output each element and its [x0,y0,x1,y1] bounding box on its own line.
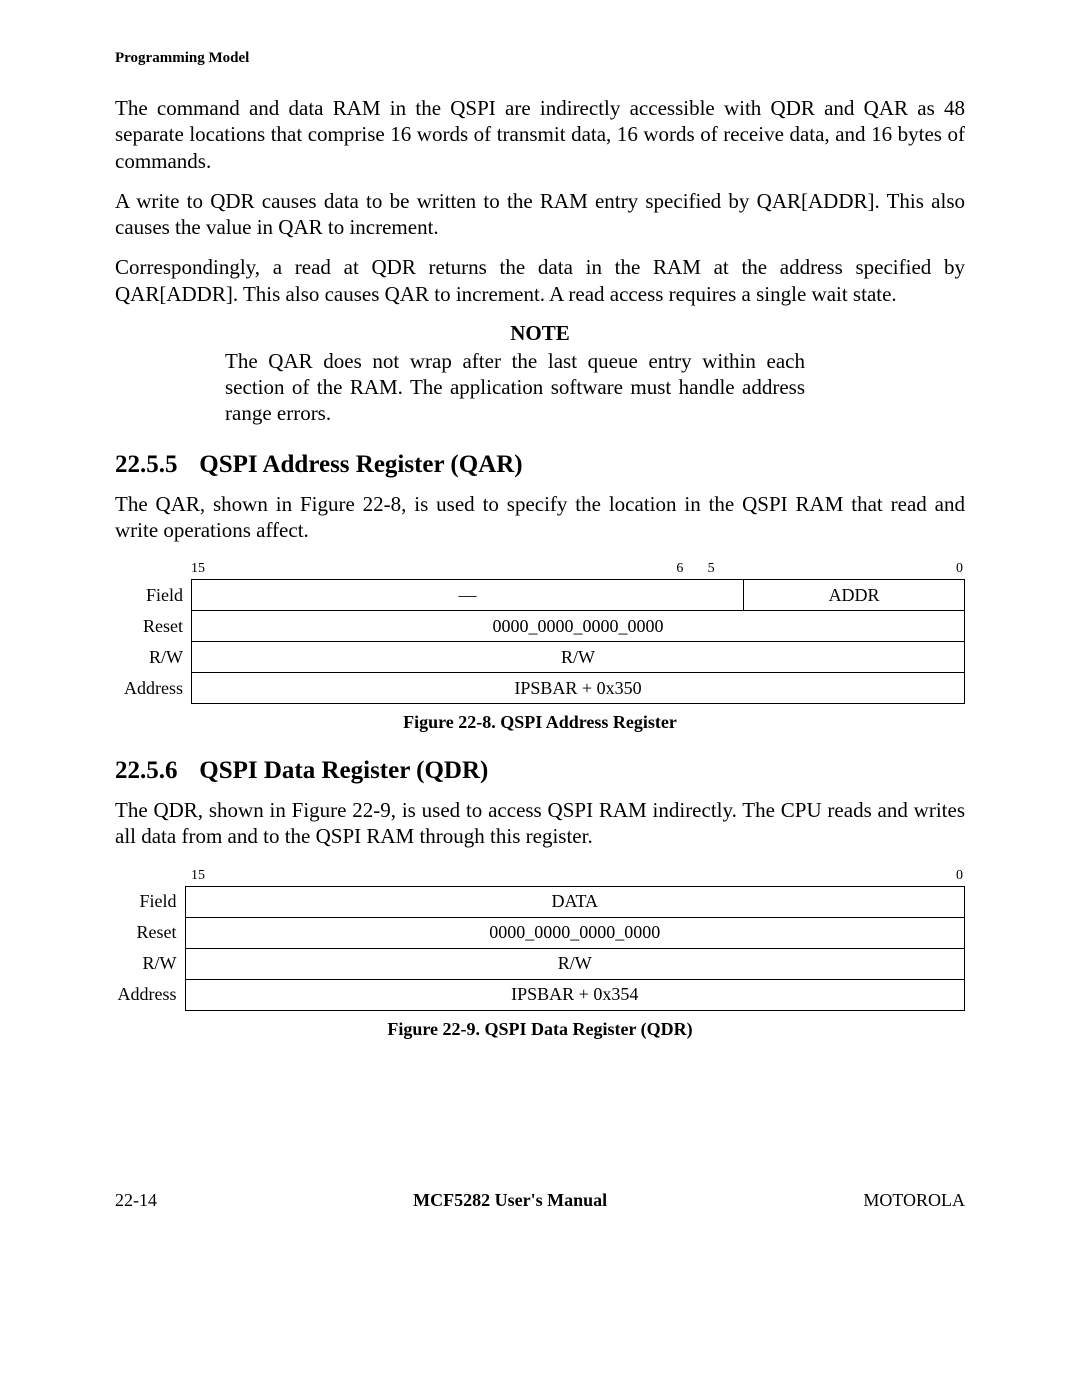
table-row: Address IPSBAR + 0x350 [115,673,965,704]
section-number: 22.5.6 [115,757,193,785]
register-table: Field DATA Reset 0000_0000_0000_0000 R/W… [115,886,965,1011]
page: Programming Model The command and data R… [0,0,1080,1251]
row-label: R/W [115,642,191,673]
address-cell: IPSBAR + 0x350 [191,673,964,704]
rw-cell: R/W [185,948,965,979]
figure-caption: Figure 22-8. QSPI Address Register [115,712,965,733]
bit-label: 5 [708,561,715,577]
register-table: Field — ADDR Reset 0000_0000_0000_0000 R… [115,579,965,704]
figure-caption: Figure 22-9. QSPI Data Register (QDR) [115,1019,965,1040]
row-label: Reset [115,917,185,948]
row-label: Field [115,580,191,611]
paragraph: The QDR, shown in Figure 22-9, is used t… [115,797,965,850]
table-row: Address IPSBAR + 0x354 [115,979,965,1010]
page-footer: 22-14 MCF5282 User's Manual MOTOROLA [115,1190,965,1211]
bit-label: 0 [956,561,963,577]
bit-label: 0 [956,868,963,884]
table-row: R/W R/W [115,948,965,979]
row-label: Reset [115,611,191,642]
bit-label: 6 [676,561,683,577]
bit-label: 15 [191,561,205,577]
bit-label: 15 [191,868,205,884]
note-title: NOTE [115,321,965,346]
section-title: QSPI Address Register (QAR) [199,451,522,478]
section-number: 22.5.5 [115,451,193,479]
row-label: Address [115,979,185,1010]
section-heading-qar: 22.5.5 QSPI Address Register (QAR) [115,451,965,479]
paragraph: The command and data RAM in the QSPI are… [115,95,965,174]
bit-index-row: 15 0 [115,868,965,884]
field-cell: DATA [185,886,965,917]
table-row: Field DATA [115,886,965,917]
paragraph: A write to QDR causes data to be written… [115,188,965,241]
table-row: Field — ADDR [115,580,965,611]
reset-cell: 0000_0000_0000_0000 [191,611,964,642]
table-row: Reset 0000_0000_0000_0000 [115,917,965,948]
footer-page-number: 22-14 [115,1190,157,1211]
section-heading-qdr: 22.5.6 QSPI Data Register (QDR) [115,757,965,785]
paragraph: Correspondingly, a read at QDR returns t… [115,254,965,307]
field-cell: — [191,580,743,611]
bit-index-row: 15 6 5 0 [115,561,965,577]
register-diagram-qdr: 15 0 Field DATA Reset 0000_0000_0000_000… [115,868,965,1040]
note-body: The QAR does not wrap after the last que… [115,348,965,427]
paragraph: The QAR, shown in Figure 22-8, is used t… [115,491,965,544]
table-row: Reset 0000_0000_0000_0000 [115,611,965,642]
field-cell: ADDR [744,580,965,611]
running-header: Programming Model [115,50,965,67]
rw-cell: R/W [191,642,964,673]
row-label: R/W [115,948,185,979]
register-diagram-qar: 15 6 5 0 Field — ADDR Reset 0000_0000_00… [115,561,965,733]
footer-doc-title: MCF5282 User's Manual [413,1190,607,1211]
row-label: Address [115,673,191,704]
table-row: R/W R/W [115,642,965,673]
footer-company: MOTOROLA [863,1190,965,1211]
address-cell: IPSBAR + 0x354 [185,979,965,1010]
reset-cell: 0000_0000_0000_0000 [185,917,965,948]
row-label: Field [115,886,185,917]
section-title: QSPI Data Register (QDR) [199,757,488,784]
